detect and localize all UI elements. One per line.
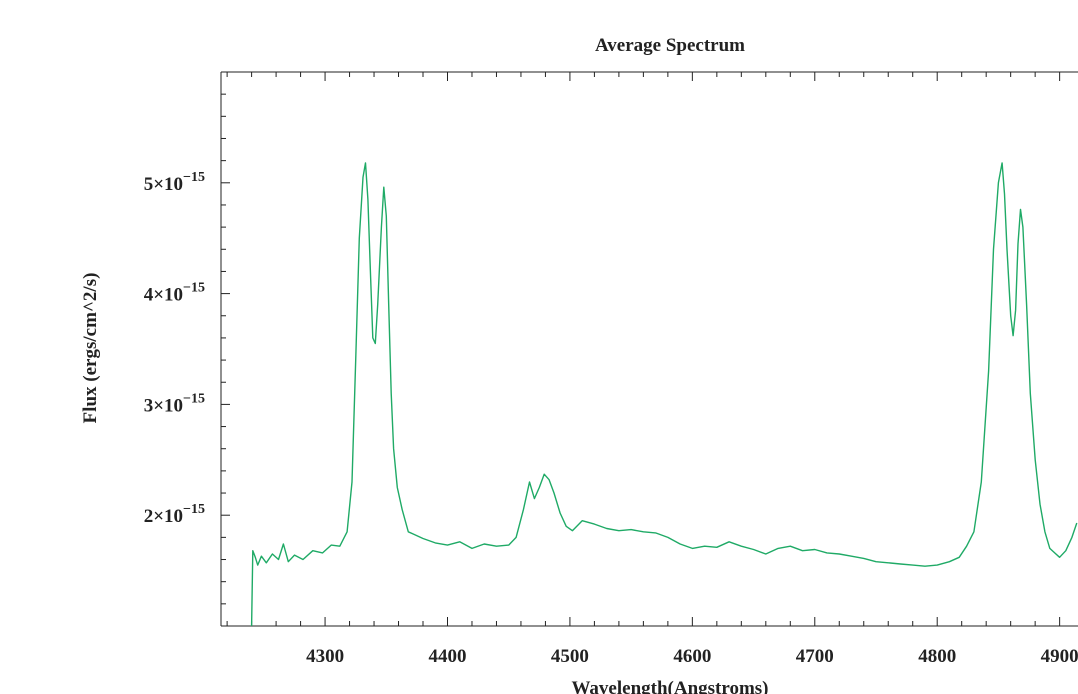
y-axis-label: Flux (ergs/cm^2/s) (80, 273, 101, 424)
series-layer (250, 162, 1078, 626)
y-tick-label: 3×10−15 (144, 391, 205, 416)
x-tick-label: 4400 (428, 646, 466, 667)
x-tick-label: 4700 (796, 646, 834, 667)
x-tick-label: 4500 (551, 646, 589, 667)
x-tick-label: 4300 (306, 646, 344, 667)
series-line (250, 162, 1078, 626)
x-axis: 4300 4400 4500 4600 4700 4800 4900 (226, 72, 1078, 667)
y-tick-label: 4×10−15 (144, 281, 205, 306)
y-tick-label: 5×10−15 (144, 170, 205, 195)
plot-frame (220, 71, 1078, 627)
y-axis: 2×10−15 3×10−15 4×10−15 5×10−15 (144, 93, 230, 605)
x-tick-label: 4900 (1041, 646, 1078, 667)
x-tick-label: 4800 (918, 646, 956, 667)
x-axis-label: Wavelength(Angstroms) (571, 678, 768, 694)
chart-title: Average Spectrum (595, 35, 745, 56)
y-tick-label: 2×10−15 (144, 502, 205, 527)
x-tick-label: 4600 (673, 646, 711, 667)
